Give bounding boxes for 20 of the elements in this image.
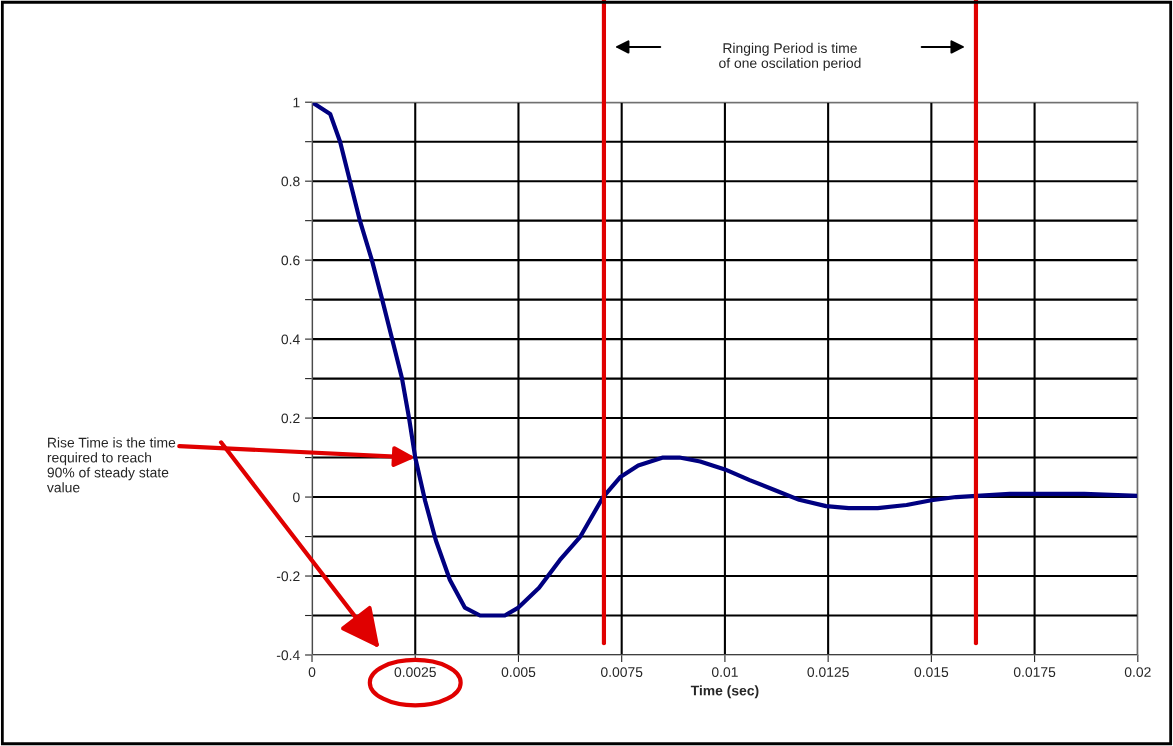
x-tick-label: 0 bbox=[308, 667, 316, 677]
y-tick-label: 1 bbox=[293, 97, 300, 108]
y-tick-label: 0 bbox=[293, 492, 300, 503]
text: Ringing Period is time of one oscilation period bbox=[719, 42, 861, 71]
x-tick-label: 0.02 bbox=[1124, 667, 1151, 677]
x-tick-label: 0.0075 bbox=[600, 667, 643, 677]
annotation: Rise Time is the time required to reach 90% of steady state value bbox=[46, 437, 176, 493]
y-tick-label: 0.8 bbox=[281, 176, 300, 187]
y-tick-label: 0.4 bbox=[281, 334, 300, 345]
y-tick-label: 0.2 bbox=[281, 413, 300, 424]
y-tick-label: 0.6 bbox=[281, 255, 300, 266]
y-tick-label: -0.2 bbox=[276, 571, 300, 582]
x-tick-label: 0.0175 bbox=[1013, 667, 1056, 677]
x-axis-title: Time (sec) bbox=[690, 685, 759, 699]
x-tick-label: 0.015 bbox=[914, 667, 949, 677]
x-tick-label: 0.01 bbox=[711, 667, 738, 677]
x-tick-label: 0.005 bbox=[501, 667, 536, 677]
x-tick-label: 0.0025 bbox=[394, 667, 436, 677]
y-tick-label: -0.4 bbox=[276, 650, 300, 661]
x-tick-label: 0.0125 bbox=[807, 667, 849, 677]
